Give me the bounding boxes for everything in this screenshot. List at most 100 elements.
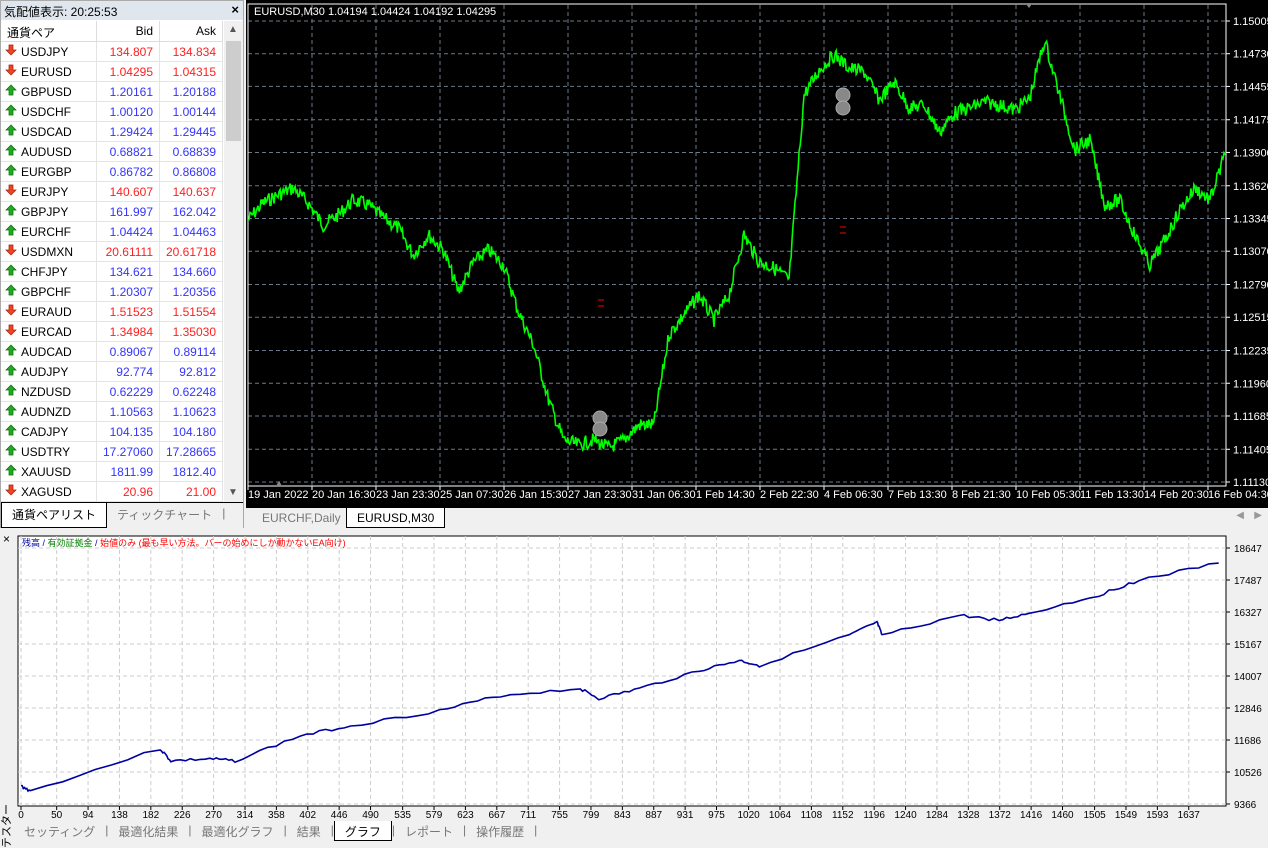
tab-eurusd-m30[interactable]: EURUSD,M30 <box>346 508 446 528</box>
symbol-row[interactable]: AUDCAD 0.89067 0.89114 <box>1 341 223 362</box>
symbol-cell: USDCAD <box>1 121 97 142</box>
symbol-row[interactable]: GBPUSD 1.20161 1.20188 <box>1 81 223 102</box>
y-tick-label: 1.13620 <box>1233 181 1268 193</box>
bid-price: 92.774 <box>97 361 160 382</box>
scrollbar-thumb[interactable] <box>226 41 241 141</box>
symbol-row[interactable]: EURJPY 140.607 140.637 <box>1 181 223 202</box>
tab-tick-chart[interactable]: ティックチャート <box>117 508 213 522</box>
ask-price: 134.834 <box>160 41 223 62</box>
symbol-row[interactable]: USDTRY 17.27060 17.28665 <box>1 441 223 462</box>
scroll-down-icon[interactable]: ▼ <box>228 487 238 498</box>
ask-price: 162.042 <box>160 201 223 222</box>
symbol-name: GBPJPY <box>21 204 69 219</box>
symbol-list: USDJPY 134.807 134.834 EURUSD 1.04295 1.0… <box>1 41 223 502</box>
bid-price: 0.68821 <box>97 141 160 162</box>
tester-tab[interactable]: レポート <box>404 825 453 839</box>
symbol-row[interactable]: AUDJPY 92.774 92.812 <box>1 361 223 382</box>
x-tick-label: 843 <box>614 810 631 821</box>
scroll-up-icon[interactable]: ▲ <box>228 24 238 35</box>
tab-separator: | <box>462 823 467 837</box>
arrow-down-icon <box>5 242 17 262</box>
bid-price: 134.807 <box>97 41 160 62</box>
scroll-left-icon[interactable]: ◀ <box>1236 510 1244 521</box>
symbol-name: EURCAD <box>21 324 72 339</box>
column-symbol[interactable]: 通貨ペア <box>1 21 97 41</box>
symbol-row[interactable]: GBPCHF 1.20307 1.20356 <box>1 281 223 302</box>
scrollbar[interactable]: ▲ ▼ <box>224 21 243 502</box>
symbol-row[interactable]: USDMXN 20.61111 20.61718 <box>1 241 223 262</box>
close-icon[interactable]: × <box>231 2 239 17</box>
symbol-name: AUDJPY <box>21 364 69 379</box>
ask-price: 1.20188 <box>160 81 223 102</box>
y-tick-label: 14007 <box>1234 672 1262 683</box>
symbol-row[interactable]: EURUSD 1.04295 1.04315 <box>1 61 223 82</box>
x-tick-label: 446 <box>331 810 348 821</box>
bid-price: 1.04424 <box>97 221 160 242</box>
tester-tab[interactable]: グラフ <box>333 821 392 841</box>
arrow-up-icon <box>5 342 17 362</box>
symbol-cell: CHFJPY <box>1 261 97 282</box>
x-tick-label: 1593 <box>1146 810 1169 821</box>
symbol-cell: EURCAD <box>1 321 97 342</box>
bid-price: 20.61111 <box>97 241 160 262</box>
symbol-row[interactable]: CHFJPY 134.621 134.660 <box>1 261 223 282</box>
symbol-row[interactable]: AUDNZD 1.10563 1.10623 <box>1 401 223 422</box>
chart-legend: 残高 / 有効証拠金 / 始値のみ (最も早い方法。バーの始めにしか動かないEA… <box>22 537 346 548</box>
trade-marker-icon <box>592 421 608 437</box>
bid-price: 1.34984 <box>97 321 160 342</box>
symbol-row[interactable]: XAUUSD 1811.99 1812.40 <box>1 461 223 482</box>
arrow-down-icon <box>5 322 17 342</box>
symbol-row[interactable]: EURAUD 1.51523 1.51554 <box>1 301 223 322</box>
arrow-down-icon <box>5 302 17 322</box>
tester-tab[interactable]: 操作履歴 <box>476 825 525 839</box>
symbol-row[interactable]: EURCHF 1.04424 1.04463 <box>1 221 223 242</box>
tester-tab[interactable]: セッティング <box>24 825 96 839</box>
x-tick-label: 2 Feb 22:30 <box>760 489 819 501</box>
y-tick-label: 1.14175 <box>1233 115 1268 127</box>
symbol-row[interactable]: EURGBP 0.86782 0.86808 <box>1 161 223 182</box>
arrow-up-icon <box>5 122 17 142</box>
symbol-name: AUDUSD <box>21 144 72 159</box>
symbol-name: USDJPY <box>21 44 69 59</box>
symbol-row[interactable]: AUDUSD 0.68821 0.68839 <box>1 141 223 162</box>
symbol-row[interactable]: USDCAD 1.29424 1.29445 <box>1 121 223 142</box>
tab-separator: | <box>283 823 287 837</box>
arrow-down-icon <box>5 42 17 62</box>
arrow-up-icon <box>5 202 17 222</box>
symbol-row[interactable]: USDCHF 1.00120 1.00144 <box>1 101 223 122</box>
arrow-up-icon <box>5 262 17 282</box>
trade-marker-icon <box>835 100 851 116</box>
symbol-cell: GBPCHF <box>1 281 97 302</box>
bid-price: 20.96 <box>97 481 160 502</box>
price-chart[interactable]: 1.15005 1.14730 1.14455 1.14175 1.13900 1.136… <box>246 0 1268 506</box>
symbol-row[interactable]: NZDUSD 0.62229 0.62248 <box>1 381 223 402</box>
ask-price: 21.00 <box>160 481 223 502</box>
arrow-up-icon <box>5 402 17 422</box>
x-tick-label: 0 <box>18 810 24 821</box>
arrow-up-icon <box>5 142 17 162</box>
close-icon[interactable]: × <box>3 532 11 546</box>
scroll-marker-icon <box>276 481 282 486</box>
y-tick-label: 1.12235 <box>1233 346 1268 358</box>
tab-eurchf-daily[interactable]: EURCHF,Daily <box>262 511 341 525</box>
tester-tab[interactable]: 最適化グラフ <box>201 825 274 839</box>
symbol-name: CHFJPY <box>21 264 68 279</box>
x-tick-label: 31 Jan 06:30 <box>632 489 696 501</box>
x-tick-label: 1416 <box>1020 810 1043 821</box>
y-tick-label: 11686 <box>1234 736 1262 747</box>
tab-symbol-list[interactable]: 通貨ペアリスト <box>1 503 108 528</box>
symbol-row[interactable]: CADJPY 104.135 104.180 <box>1 421 223 442</box>
symbol-row[interactable]: XAGUSD 20.96 21.00 <box>1 481 223 502</box>
x-tick-label: 94 <box>82 810 94 821</box>
tester-tab[interactable]: 結果 <box>296 825 321 839</box>
tester-tab[interactable]: 最適化結果 <box>118 825 179 839</box>
symbol-row[interactable]: EURCAD 1.34984 1.35030 <box>1 321 223 342</box>
symbol-row[interactable]: USDJPY 134.807 134.834 <box>1 41 223 62</box>
balance-chart: 18647 17487 16327 15167 14007 12846 11686 10526… <box>17 535 1262 821</box>
scroll-right-icon[interactable]: ▶ <box>1254 510 1262 521</box>
column-bid[interactable]: Bid <box>97 21 160 41</box>
symbol-row[interactable]: GBPJPY 161.997 162.042 <box>1 201 223 222</box>
y-tick-label: 10526 <box>1234 768 1262 779</box>
x-tick-label: 314 <box>237 810 254 821</box>
column-ask[interactable]: Ask <box>160 21 223 41</box>
